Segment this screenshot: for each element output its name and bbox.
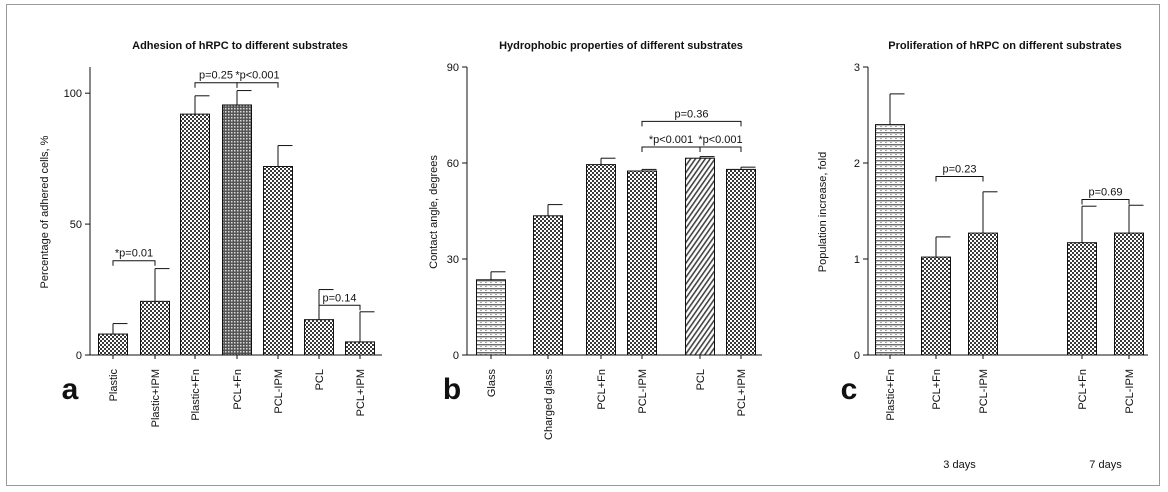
panel-c-chart: Proliferation of hRPC on different subst… xyxy=(817,40,1148,471)
panel-label: c xyxy=(841,373,858,406)
y-axis-label: Population increase, fold xyxy=(817,152,829,272)
x-tick-label: Plastic+Fn xyxy=(190,369,202,421)
x-tick-label: PCL xyxy=(314,369,326,390)
significance-label: *p<0.001 xyxy=(235,70,279,82)
y-tick-label: 90 xyxy=(447,62,459,74)
x-tick-label: PCL-IPM xyxy=(273,369,285,414)
x-tick-label: PCL xyxy=(695,369,707,390)
bar xyxy=(1114,232,1144,356)
x-tick-label: PCL+Fn xyxy=(232,369,244,410)
figure-frame xyxy=(6,4,1160,486)
significance-label: *p<0.001 xyxy=(649,134,693,146)
y-tick-label: 60 xyxy=(447,158,459,170)
significance-bracket xyxy=(236,82,279,88)
significance-bracket xyxy=(699,146,742,152)
x-tick-label: PCL-IPM xyxy=(978,369,990,414)
x-tick-label: PCL+Fn xyxy=(931,369,943,410)
significance-label: *p=0.01 xyxy=(115,248,153,260)
x-tick-label: PCL+Fn xyxy=(1077,369,1089,410)
bar xyxy=(921,256,951,356)
panel-label: b xyxy=(443,373,461,406)
bar xyxy=(345,341,375,356)
x-tick-label: PCL+IPM xyxy=(355,369,367,416)
chart-title: Hydrophobic properties of different subs… xyxy=(499,40,743,52)
chart-title: Proliferation of hRPC on different subst… xyxy=(888,40,1121,52)
significance-label: p=0.69 xyxy=(1089,186,1123,198)
significance-bracket xyxy=(194,82,238,88)
bar xyxy=(1067,242,1097,356)
x-tick-label: Glass xyxy=(486,369,498,398)
bar xyxy=(263,165,293,356)
y-tick-label: 0 xyxy=(453,350,459,362)
x-tick-label: Charged glass xyxy=(543,369,555,440)
y-tick-label: 50 xyxy=(70,219,82,231)
significance-bracket xyxy=(112,260,156,266)
bar xyxy=(627,170,657,356)
significance-bracket xyxy=(935,175,984,182)
y-axis-label: Percentage of adhered cells, % xyxy=(39,135,51,288)
significance-label: *p<0.001 xyxy=(698,134,742,146)
bar xyxy=(180,113,210,356)
group-label: 3 days xyxy=(943,459,976,471)
x-tick-label: PCL-IPM xyxy=(1124,369,1136,414)
significance-label: p=0.36 xyxy=(675,108,709,120)
x-tick-label: PCL+Fn xyxy=(596,369,608,410)
significance-bracket xyxy=(318,304,361,311)
bar xyxy=(476,279,506,356)
y-tick-label: 100 xyxy=(64,88,82,100)
group-label: 7 days xyxy=(1089,459,1122,471)
y-tick-label: 3 xyxy=(854,62,860,74)
significance-label: p=0.23 xyxy=(943,163,977,175)
significance-label: p=0.25 xyxy=(199,70,233,82)
bar xyxy=(875,124,905,356)
x-tick-label: PCL-IPM xyxy=(637,369,649,414)
bar xyxy=(968,232,998,356)
bar xyxy=(222,104,252,356)
y-tick-label: 1 xyxy=(854,254,860,266)
y-axis-label: Contact angle, degrees xyxy=(428,155,440,269)
x-tick-label: Plastic+Fn xyxy=(885,369,897,421)
y-tick-label: 2 xyxy=(854,158,860,170)
bar xyxy=(586,164,616,356)
y-tick-label: 30 xyxy=(447,254,459,266)
bar xyxy=(685,157,715,356)
panel-a-chart: Adhesion of hRPC to different substrates… xyxy=(39,40,382,427)
panel-b-chart: Hydrophobic properties of different subs… xyxy=(428,40,762,440)
bar xyxy=(98,333,128,356)
x-tick-label: PCL+IPM xyxy=(736,369,748,416)
x-tick-label: Plastic xyxy=(108,369,120,402)
y-tick-label: 0 xyxy=(76,350,82,362)
bar xyxy=(304,319,334,356)
panel-label: a xyxy=(62,373,79,406)
bar xyxy=(533,215,563,356)
bar xyxy=(726,168,756,356)
chart-title: Adhesion of hRPC to different substrates xyxy=(132,40,348,52)
bar xyxy=(140,300,170,356)
x-tick-label: Plastic+IPM xyxy=(150,369,162,427)
significance-bracket xyxy=(1081,198,1130,205)
significance-label: p=0.14 xyxy=(323,292,357,304)
significance-bracket xyxy=(641,120,742,127)
y-tick-label: 0 xyxy=(854,350,860,362)
significance-bracket xyxy=(641,146,701,152)
